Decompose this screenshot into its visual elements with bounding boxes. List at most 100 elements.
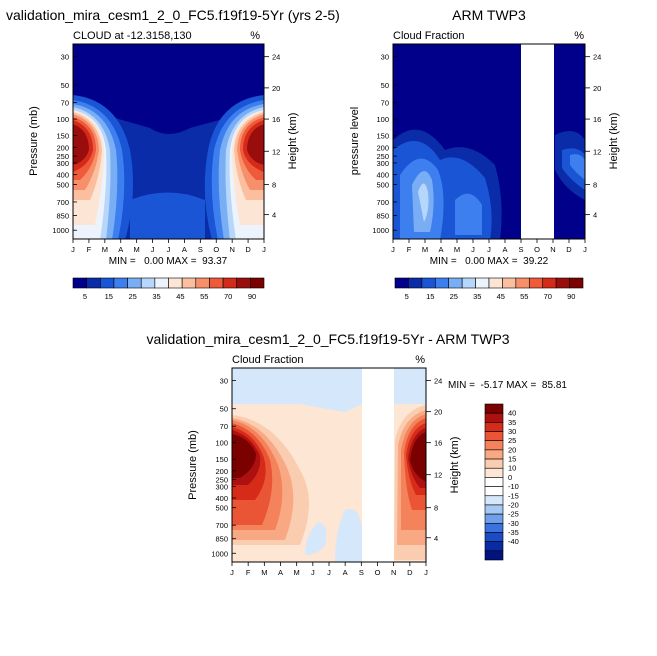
colorbar-label: -25 bbox=[508, 510, 519, 519]
panel3-ylabel: Pressure (mb) bbox=[187, 430, 199, 500]
x-tick-label: A bbox=[438, 245, 443, 254]
y-right-tick-label: 16 bbox=[272, 115, 280, 124]
colorbar-swatch bbox=[434, 277, 450, 289]
x-tick-label: F bbox=[407, 245, 412, 254]
colorbar-swatch bbox=[448, 277, 463, 289]
panel1-colorbar: 5 15 25 35 45 55 70 90 bbox=[72, 277, 265, 301]
colorbar-label: 45 bbox=[176, 292, 184, 301]
panel1-units: % bbox=[250, 30, 260, 42]
x-tick-label: J bbox=[487, 245, 491, 254]
panel2-ylabel: pressure level bbox=[349, 107, 361, 175]
y-right-tick-label: 4 bbox=[272, 211, 276, 220]
y-tick-label: 1000 bbox=[372, 226, 389, 235]
colorbar-label: 10 bbox=[508, 464, 516, 473]
y-right-tick-label: 24 bbox=[593, 53, 601, 62]
x-tick-label: J bbox=[71, 245, 75, 254]
x-tick-label: S bbox=[359, 568, 364, 577]
y-tick-label: 500 bbox=[215, 504, 228, 513]
colorbar-swatch bbox=[484, 532, 504, 542]
colorbar-label: 35 bbox=[152, 292, 160, 301]
y-tick-label: 150 bbox=[215, 455, 228, 464]
x-tick-label: J bbox=[391, 245, 395, 254]
y-right-tick-label: 16 bbox=[593, 115, 601, 124]
x-tick-label: J bbox=[424, 568, 428, 577]
colorbar-label: 70 bbox=[224, 292, 232, 301]
panel-diff: validation_mira_cesm1_2_0_FC5.f19f19-5Yr… bbox=[146, 331, 567, 577]
colorbar-swatch bbox=[484, 467, 504, 478]
colorbar-swatch bbox=[484, 440, 504, 451]
x-tick-label: A bbox=[343, 568, 348, 577]
colorbar-swatch bbox=[127, 277, 142, 289]
panel-model: validation_mira_cesm1_2_0_FC5.f19f19-5Yr… bbox=[6, 7, 340, 301]
y-right-tick-label: 20 bbox=[593, 84, 601, 93]
panel3-units: % bbox=[415, 354, 425, 366]
y-right-tick-label: 16 bbox=[434, 439, 442, 448]
y-tick-label: 700 bbox=[376, 198, 389, 207]
panel1-y-ticks-right: 24 20 16 12 8 4 bbox=[264, 53, 280, 220]
colorbar-swatch bbox=[484, 513, 504, 524]
y-tick-label: 200 bbox=[56, 143, 69, 152]
colorbar-label: 90 bbox=[567, 292, 575, 301]
colorbar-swatch bbox=[484, 422, 504, 432]
colorbar-swatch bbox=[484, 541, 504, 552]
colorbar-swatch bbox=[484, 550, 504, 561]
x-tick-label: M bbox=[294, 568, 300, 577]
colorbar-swatch bbox=[408, 277, 423, 289]
colorbar-label: -15 bbox=[508, 491, 519, 500]
x-tick-label: A bbox=[182, 245, 187, 254]
colorbar-swatch bbox=[154, 277, 169, 289]
x-tick-label: J bbox=[151, 245, 155, 254]
colorbar-label: 30 bbox=[508, 427, 516, 436]
x-tick-label: A bbox=[278, 568, 283, 577]
colorbar-swatch bbox=[99, 277, 115, 289]
colorbar-label: 5 bbox=[83, 292, 87, 301]
y-tick-label: 300 bbox=[56, 159, 69, 168]
y-tick-label: 50 bbox=[381, 81, 389, 90]
colorbar-swatch bbox=[488, 277, 503, 289]
y-tick-label: 850 bbox=[376, 212, 389, 221]
y-tick-label: 300 bbox=[215, 482, 228, 491]
y-tick-label: 50 bbox=[61, 81, 69, 90]
colorbar-label: 45 bbox=[497, 292, 505, 301]
x-tick-label: J bbox=[262, 245, 266, 254]
panel2-title: ARM TWP3 bbox=[452, 7, 526, 23]
x-tick-label: D bbox=[407, 568, 413, 577]
x-tick-label: M bbox=[102, 245, 108, 254]
x-tick-label: J bbox=[471, 245, 475, 254]
x-tick-label: N bbox=[391, 568, 396, 577]
x-tick-label: D bbox=[566, 245, 572, 254]
y-tick-label: 250 bbox=[56, 152, 69, 161]
y-tick-label: 400 bbox=[376, 171, 389, 180]
colorbar-swatch bbox=[475, 277, 490, 289]
x-tick-label: M bbox=[454, 245, 460, 254]
colorbar-label: -20 bbox=[508, 500, 519, 509]
y-tick-label: 100 bbox=[56, 115, 69, 124]
colorbar-swatch bbox=[569, 277, 584, 289]
colorbar-swatch bbox=[195, 277, 210, 289]
colorbar-swatch bbox=[555, 277, 570, 289]
y-right-tick-label: 8 bbox=[593, 180, 597, 189]
panel1-contours bbox=[73, 44, 264, 239]
y-right-tick-label: 4 bbox=[434, 534, 438, 543]
x-tick-label: O bbox=[534, 245, 540, 254]
x-tick-label: M bbox=[261, 568, 267, 577]
colorbar-label: 90 bbox=[248, 292, 256, 301]
colorbar-label: 25 bbox=[508, 436, 516, 445]
x-tick-label: J bbox=[583, 245, 587, 254]
colorbar-swatch bbox=[461, 277, 476, 289]
colorbar-swatch bbox=[209, 277, 224, 289]
panel3-contours bbox=[232, 368, 426, 562]
colorbar-swatch bbox=[222, 277, 238, 289]
colorbar-label: 70 bbox=[544, 292, 552, 301]
colorbar-label: 40 bbox=[508, 409, 516, 418]
colorbar-swatch bbox=[484, 458, 504, 469]
colorbar-swatch bbox=[484, 412, 504, 423]
colorbar-swatch bbox=[484, 486, 504, 497]
y-tick-label: 400 bbox=[56, 171, 69, 180]
x-tick-label: O bbox=[213, 245, 219, 254]
